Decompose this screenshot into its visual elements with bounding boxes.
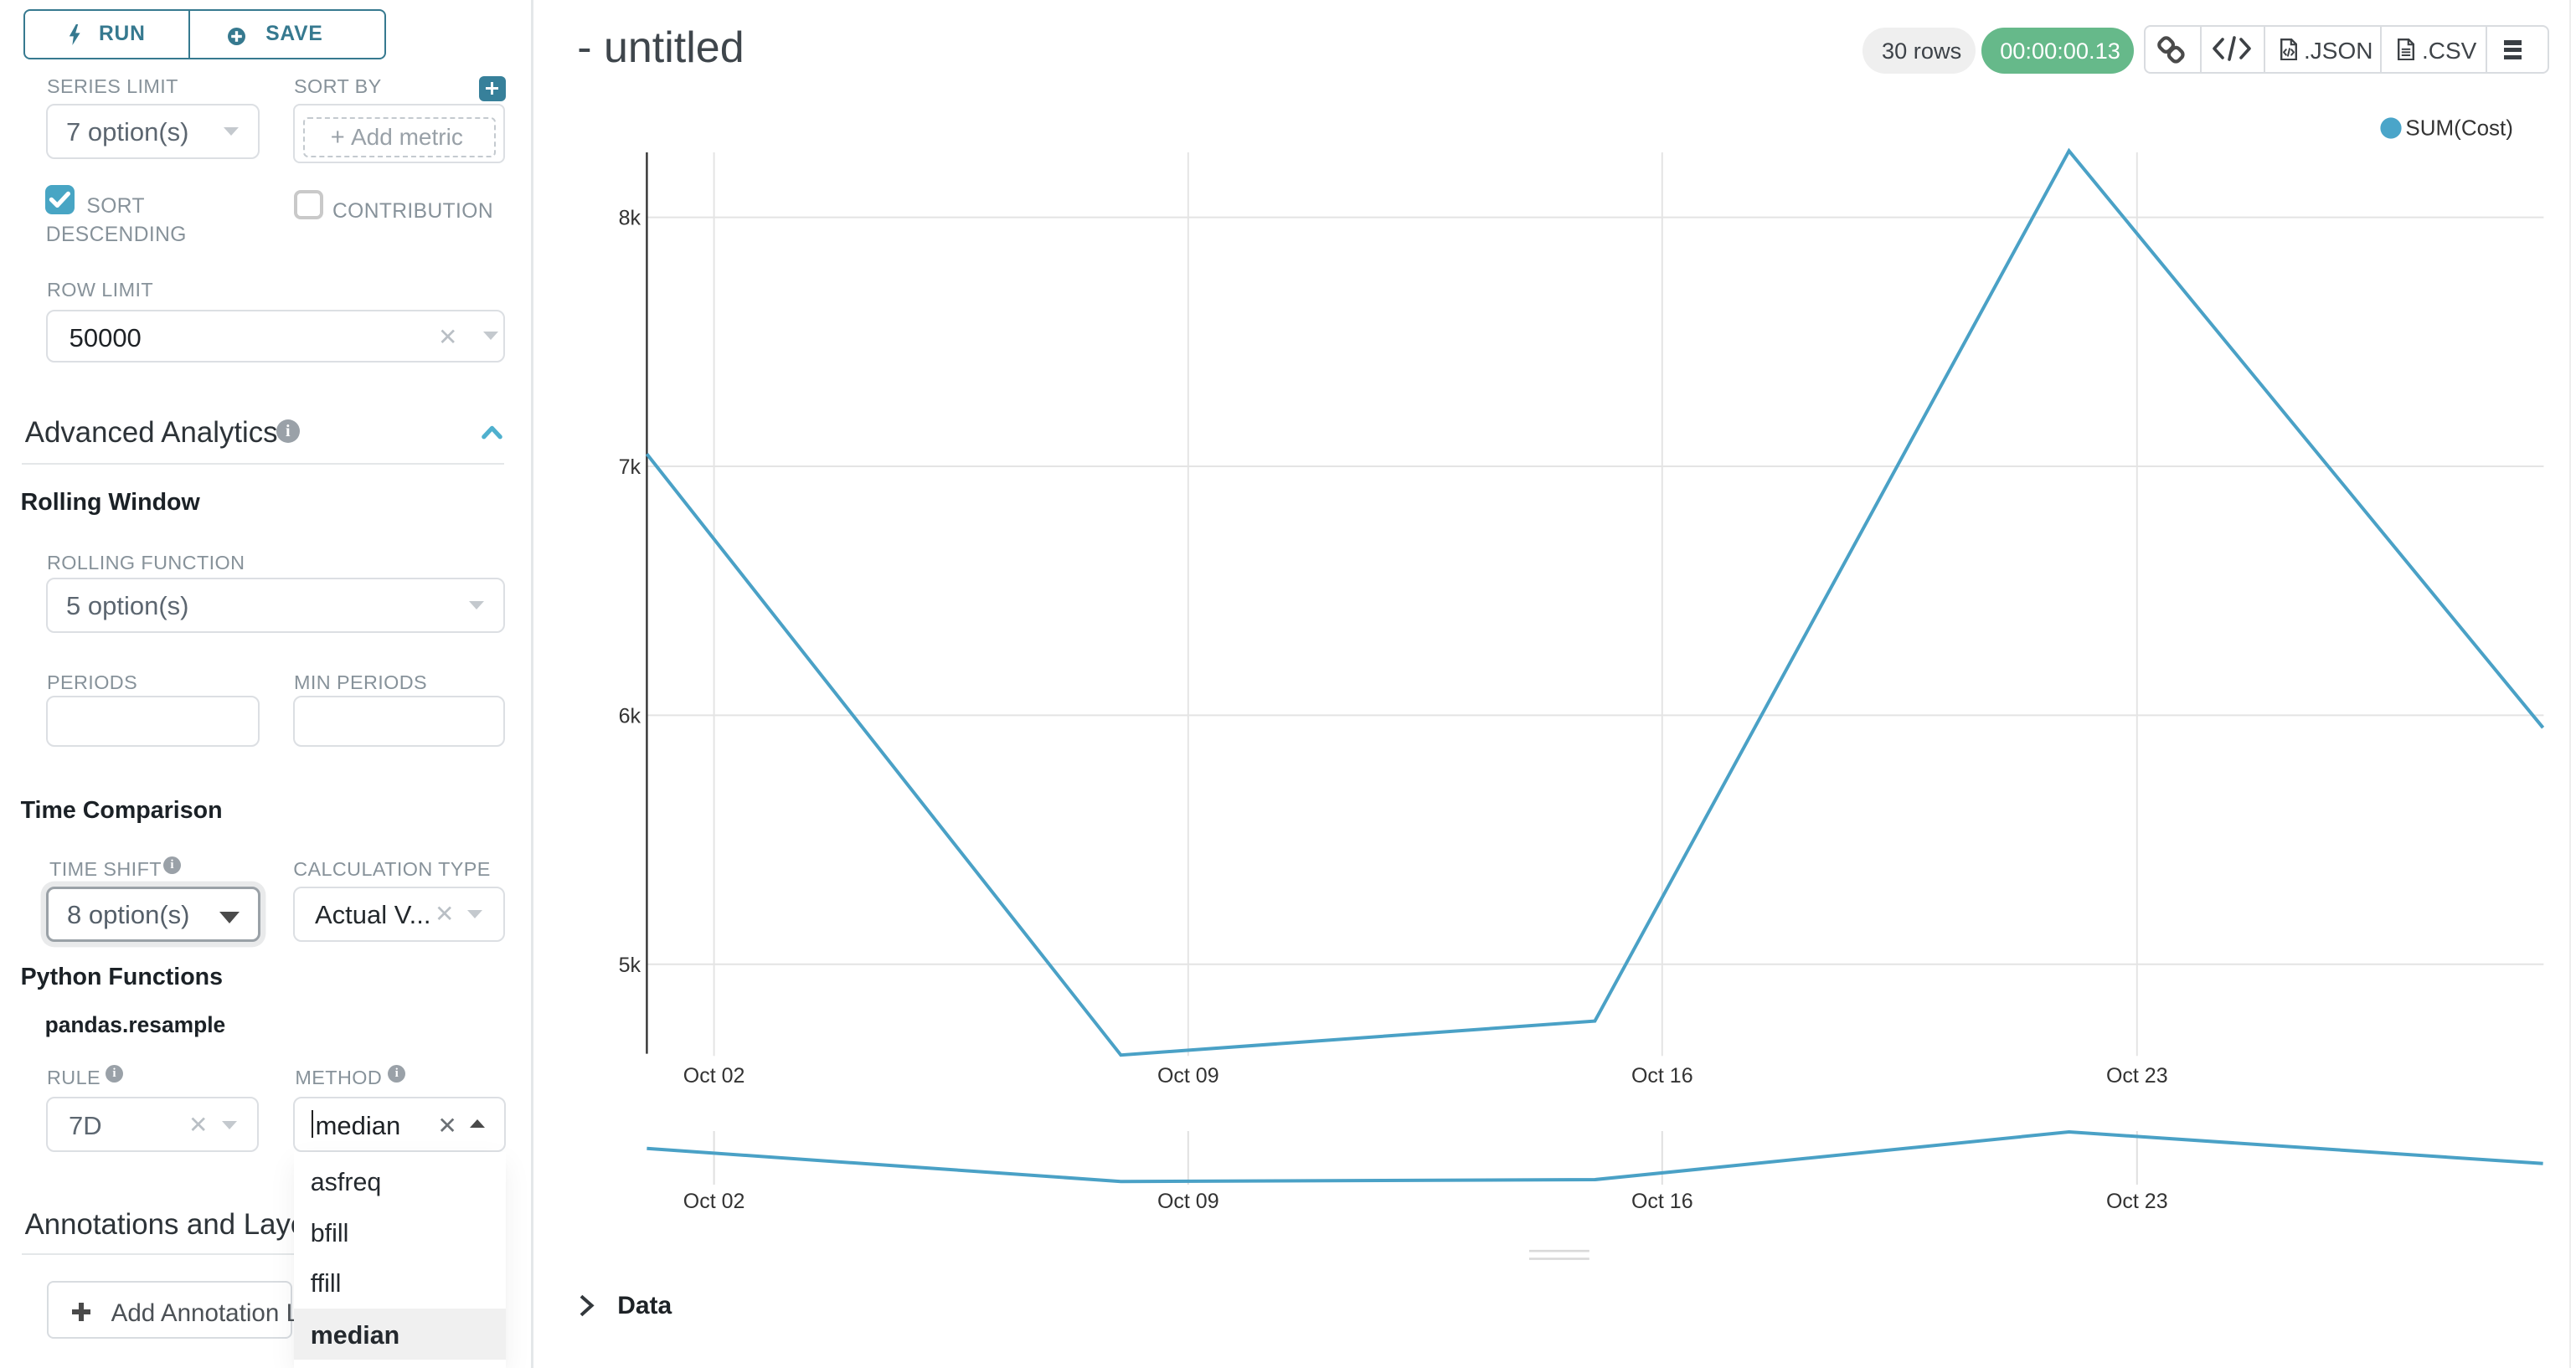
- svg-text:6k: 6k: [619, 704, 641, 728]
- svg-text:Oct 02: Oct 02: [683, 1190, 745, 1213]
- svg-text:SUM(Cost): SUM(Cost): [2405, 115, 2513, 140]
- svg-text:Oct 09: Oct 09: [1157, 1064, 1219, 1088]
- svg-text:Oct 16: Oct 16: [1631, 1190, 1693, 1213]
- svg-text:8k: 8k: [619, 207, 641, 230]
- svg-text:Oct 23: Oct 23: [2106, 1064, 2168, 1088]
- svg-text:Oct 09: Oct 09: [1157, 1190, 1219, 1213]
- svg-text:Oct 23: Oct 23: [2106, 1190, 2168, 1213]
- svg-text:5k: 5k: [619, 954, 641, 977]
- svg-text:Oct 02: Oct 02: [683, 1064, 745, 1088]
- svg-text:7k: 7k: [619, 455, 641, 479]
- svg-text:Oct 16: Oct 16: [1631, 1064, 1693, 1088]
